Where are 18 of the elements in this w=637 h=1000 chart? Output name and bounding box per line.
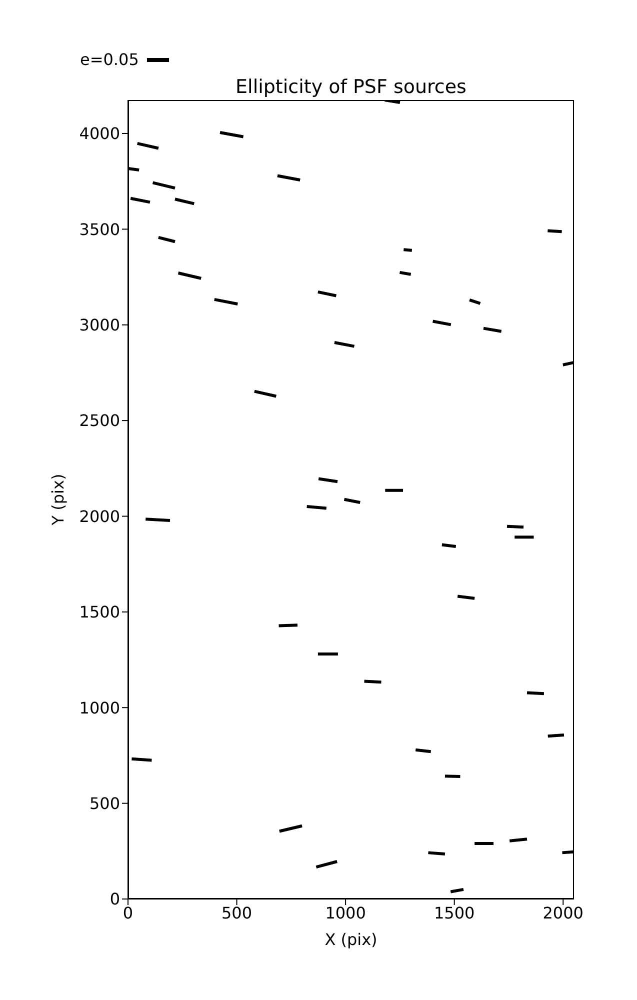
x-tick-label: 2000 — [542, 903, 584, 922]
y-tick-label: 1000 — [79, 698, 120, 718]
y-tick-label: 500 — [89, 794, 120, 813]
text: e=0.05 — [80, 50, 139, 69]
chart-title: Ellipticity of PSF sources — [234, 76, 468, 98]
x-axis-title: X (pix) — [324, 930, 378, 949]
x-tick-label: 1500 — [434, 903, 475, 922]
x-tick-label: 500 — [222, 903, 252, 922]
x-tick-label: 0 — [122, 903, 134, 922]
y-tick-label: 3500 — [79, 220, 120, 239]
y-axis-title: Y (pix) — [48, 474, 68, 526]
y-tick-label: 3000 — [79, 316, 120, 335]
y-tick-label: 2000 — [79, 506, 120, 526]
x-tick-label: 1000 — [325, 903, 366, 922]
y-tick-label: 0 — [110, 890, 120, 909]
y-tick-label: 1500 — [79, 602, 120, 622]
y-tick-label: 2500 — [79, 411, 120, 430]
y-tick-label: 4000 — [79, 124, 120, 144]
